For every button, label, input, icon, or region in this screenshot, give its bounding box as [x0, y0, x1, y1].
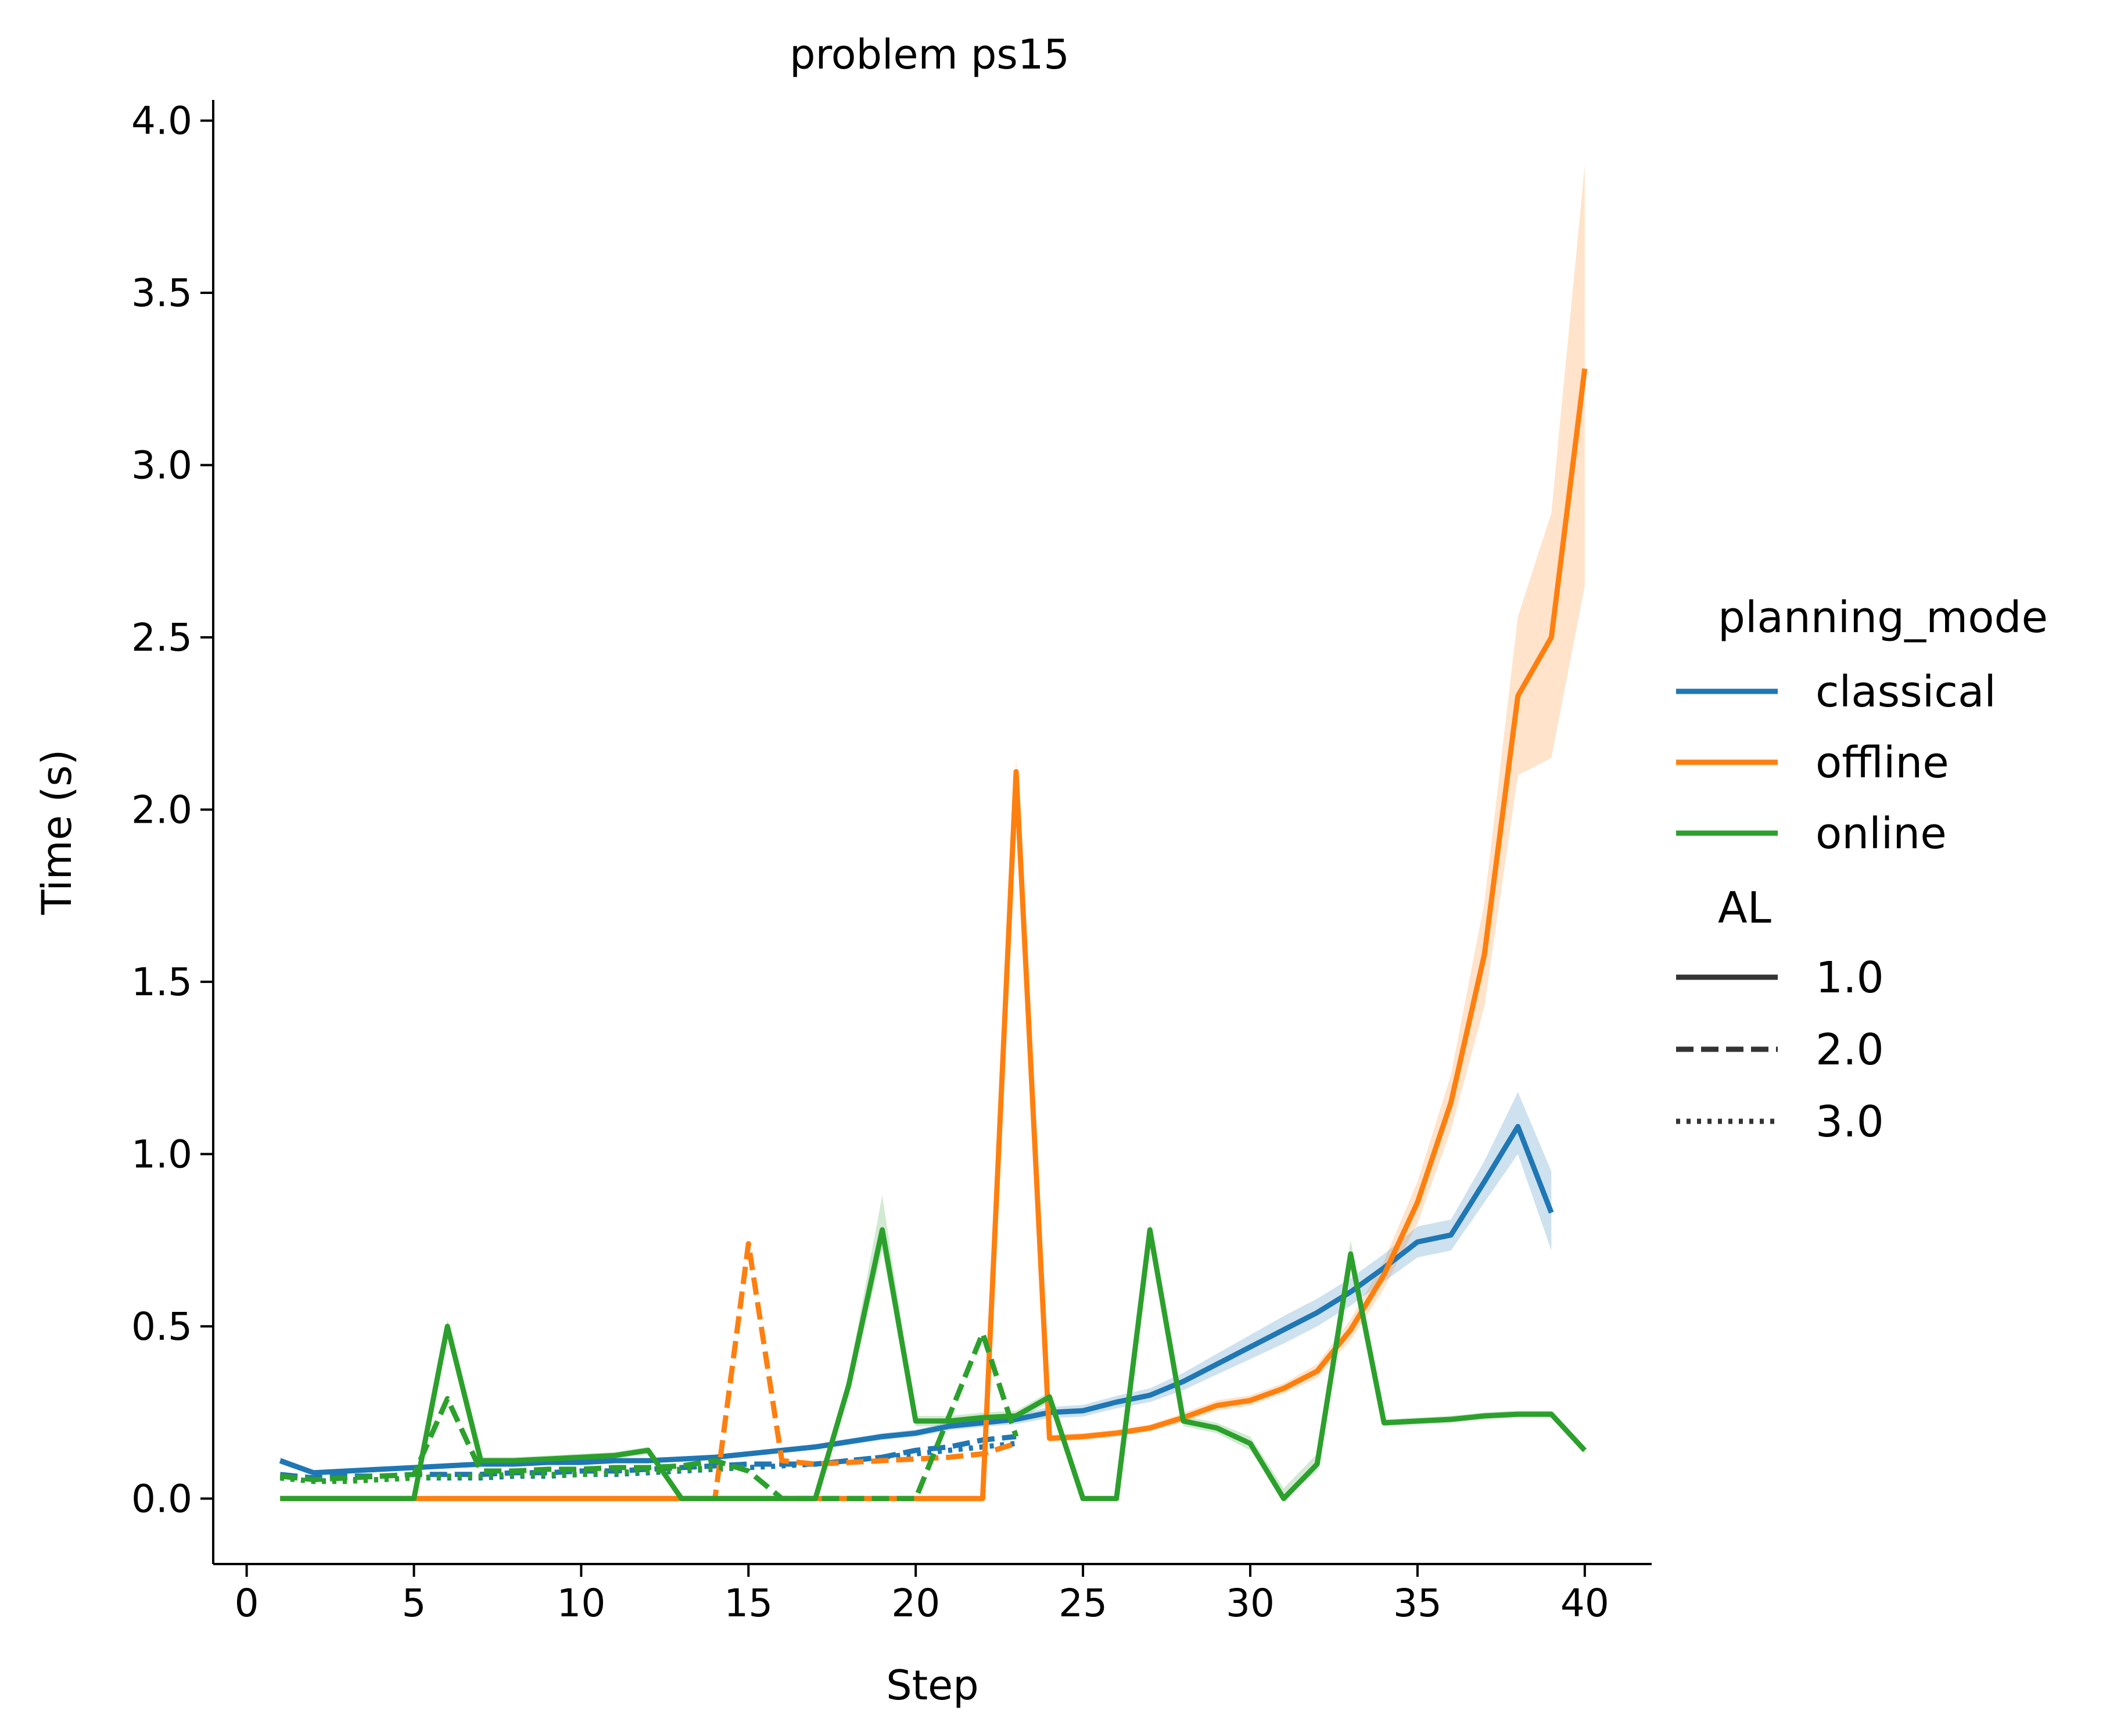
legend-hue-entries: classical offline online	[1676, 667, 1996, 859]
legend-hue-title: planning_mode	[1718, 593, 2048, 643]
legend-label-al-2.0: 2.0	[1816, 1025, 1884, 1075]
legend: planning_mode AL classicalofflineonline …	[1676, 593, 2048, 1147]
y-axis-label: Time (s)	[33, 749, 81, 916]
legend-label-al-3.0: 3.0	[1816, 1097, 1884, 1147]
online-al-1.0-band	[280, 1195, 1585, 1499]
legend-style-entries: 1.0 2.0 3.0	[1676, 953, 1884, 1147]
classical-al-1.0-line	[279, 1124, 1554, 1476]
offline-al-1.0-band	[280, 165, 1585, 1499]
y-tick-label: 4.0	[131, 99, 192, 144]
x-tick-label: 25	[1059, 1581, 1107, 1626]
legend-label-offline: offline	[1816, 738, 1949, 788]
offline-al-1.0-line	[280, 368, 1588, 1501]
chart-title: problem ps15	[790, 31, 1070, 78]
legend-style-title: AL	[1718, 883, 1771, 933]
y-ticks: 0.0 0.5 1.0 1.5 2.0 2.5 3.0 3.5 4.0	[131, 99, 213, 1521]
x-tick-label: 30	[1226, 1581, 1275, 1626]
x-axis-label: Step	[886, 1662, 978, 1709]
x-tick-label: 5	[401, 1581, 426, 1626]
confidence-bands	[280, 165, 1585, 1499]
legend-label-online: online	[1816, 809, 1947, 859]
classical-al-2.0-line	[279, 1434, 1017, 1481]
online-al-3.0-line	[279, 1465, 749, 1484]
x-tick-label: 40	[1560, 1581, 1609, 1626]
x-tick-label: 35	[1393, 1581, 1442, 1626]
x-tick-label: 10	[557, 1581, 605, 1626]
y-tick-label: 2.5	[131, 615, 192, 660]
y-tick-label: 0.0	[131, 1476, 192, 1521]
x-tick-label: 0	[235, 1581, 259, 1626]
offline-al-2.0-line	[681, 1241, 1017, 1501]
y-tick-label: 1.0	[131, 1132, 192, 1177]
y-tick-label: 3.0	[131, 443, 192, 488]
y-tick-label: 1.5	[131, 960, 192, 1005]
x-tick-label: 15	[724, 1581, 773, 1626]
y-tick-label: 2.0	[131, 787, 192, 832]
online-al-1.0-line	[280, 1227, 1587, 1501]
series-lines	[279, 368, 1588, 1501]
online-al-2.0-line	[279, 1330, 1019, 1501]
x-ticks: 0 5 10 15 20 25 30 35 40	[235, 1564, 1609, 1626]
x-tick-label: 20	[891, 1581, 940, 1626]
y-tick-label: 0.5	[131, 1304, 192, 1349]
y-tick-label: 3.5	[131, 271, 192, 315]
legend-label-al-1.0: 1.0	[1816, 953, 1884, 1003]
legend-label-classical: classical	[1816, 667, 1996, 717]
